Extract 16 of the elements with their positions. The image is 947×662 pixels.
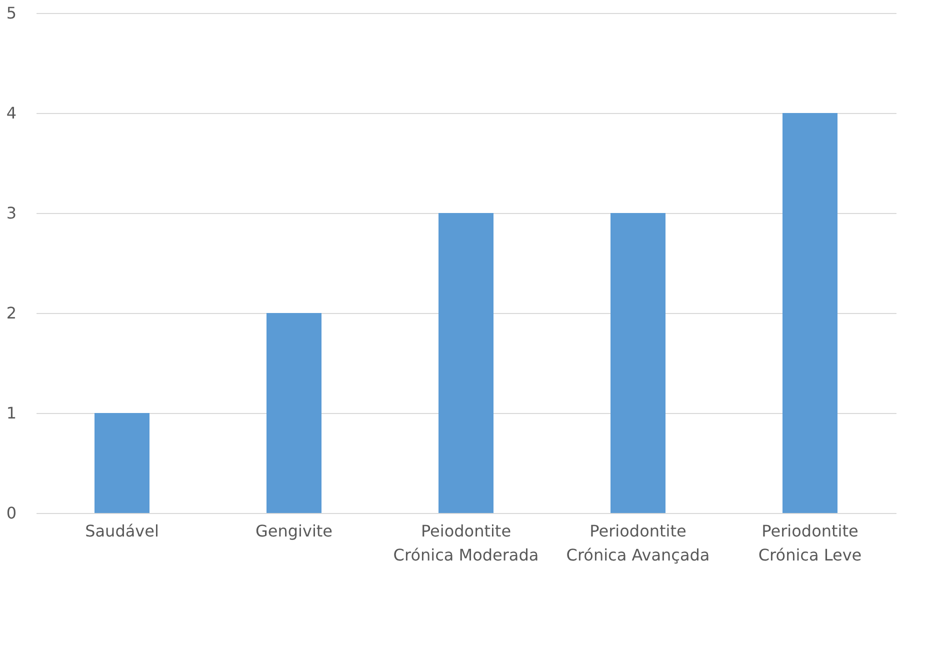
x-tick-label: Gengivite: [255, 522, 333, 540]
y-tick-label: 1: [6, 404, 16, 422]
bar: [782, 113, 838, 513]
y-tick-label: 0: [6, 504, 16, 522]
y-tick-label: 4: [6, 104, 16, 122]
x-tick-label: Periodontite Crónica Avançada: [566, 522, 710, 564]
x-tick-label: Peiodontite Crónica Moderada: [393, 522, 539, 564]
x-tick-label: Saudável: [85, 522, 159, 540]
bar: [266, 313, 322, 513]
bar: [610, 213, 666, 513]
x-tick-label: Periodontite Crónica Leve: [758, 522, 862, 564]
bar: [94, 413, 150, 513]
y-tick-label: 3: [6, 204, 16, 222]
y-tick-label: 5: [6, 4, 16, 22]
bar: [438, 213, 494, 513]
y-tick-label: 2: [6, 304, 16, 322]
